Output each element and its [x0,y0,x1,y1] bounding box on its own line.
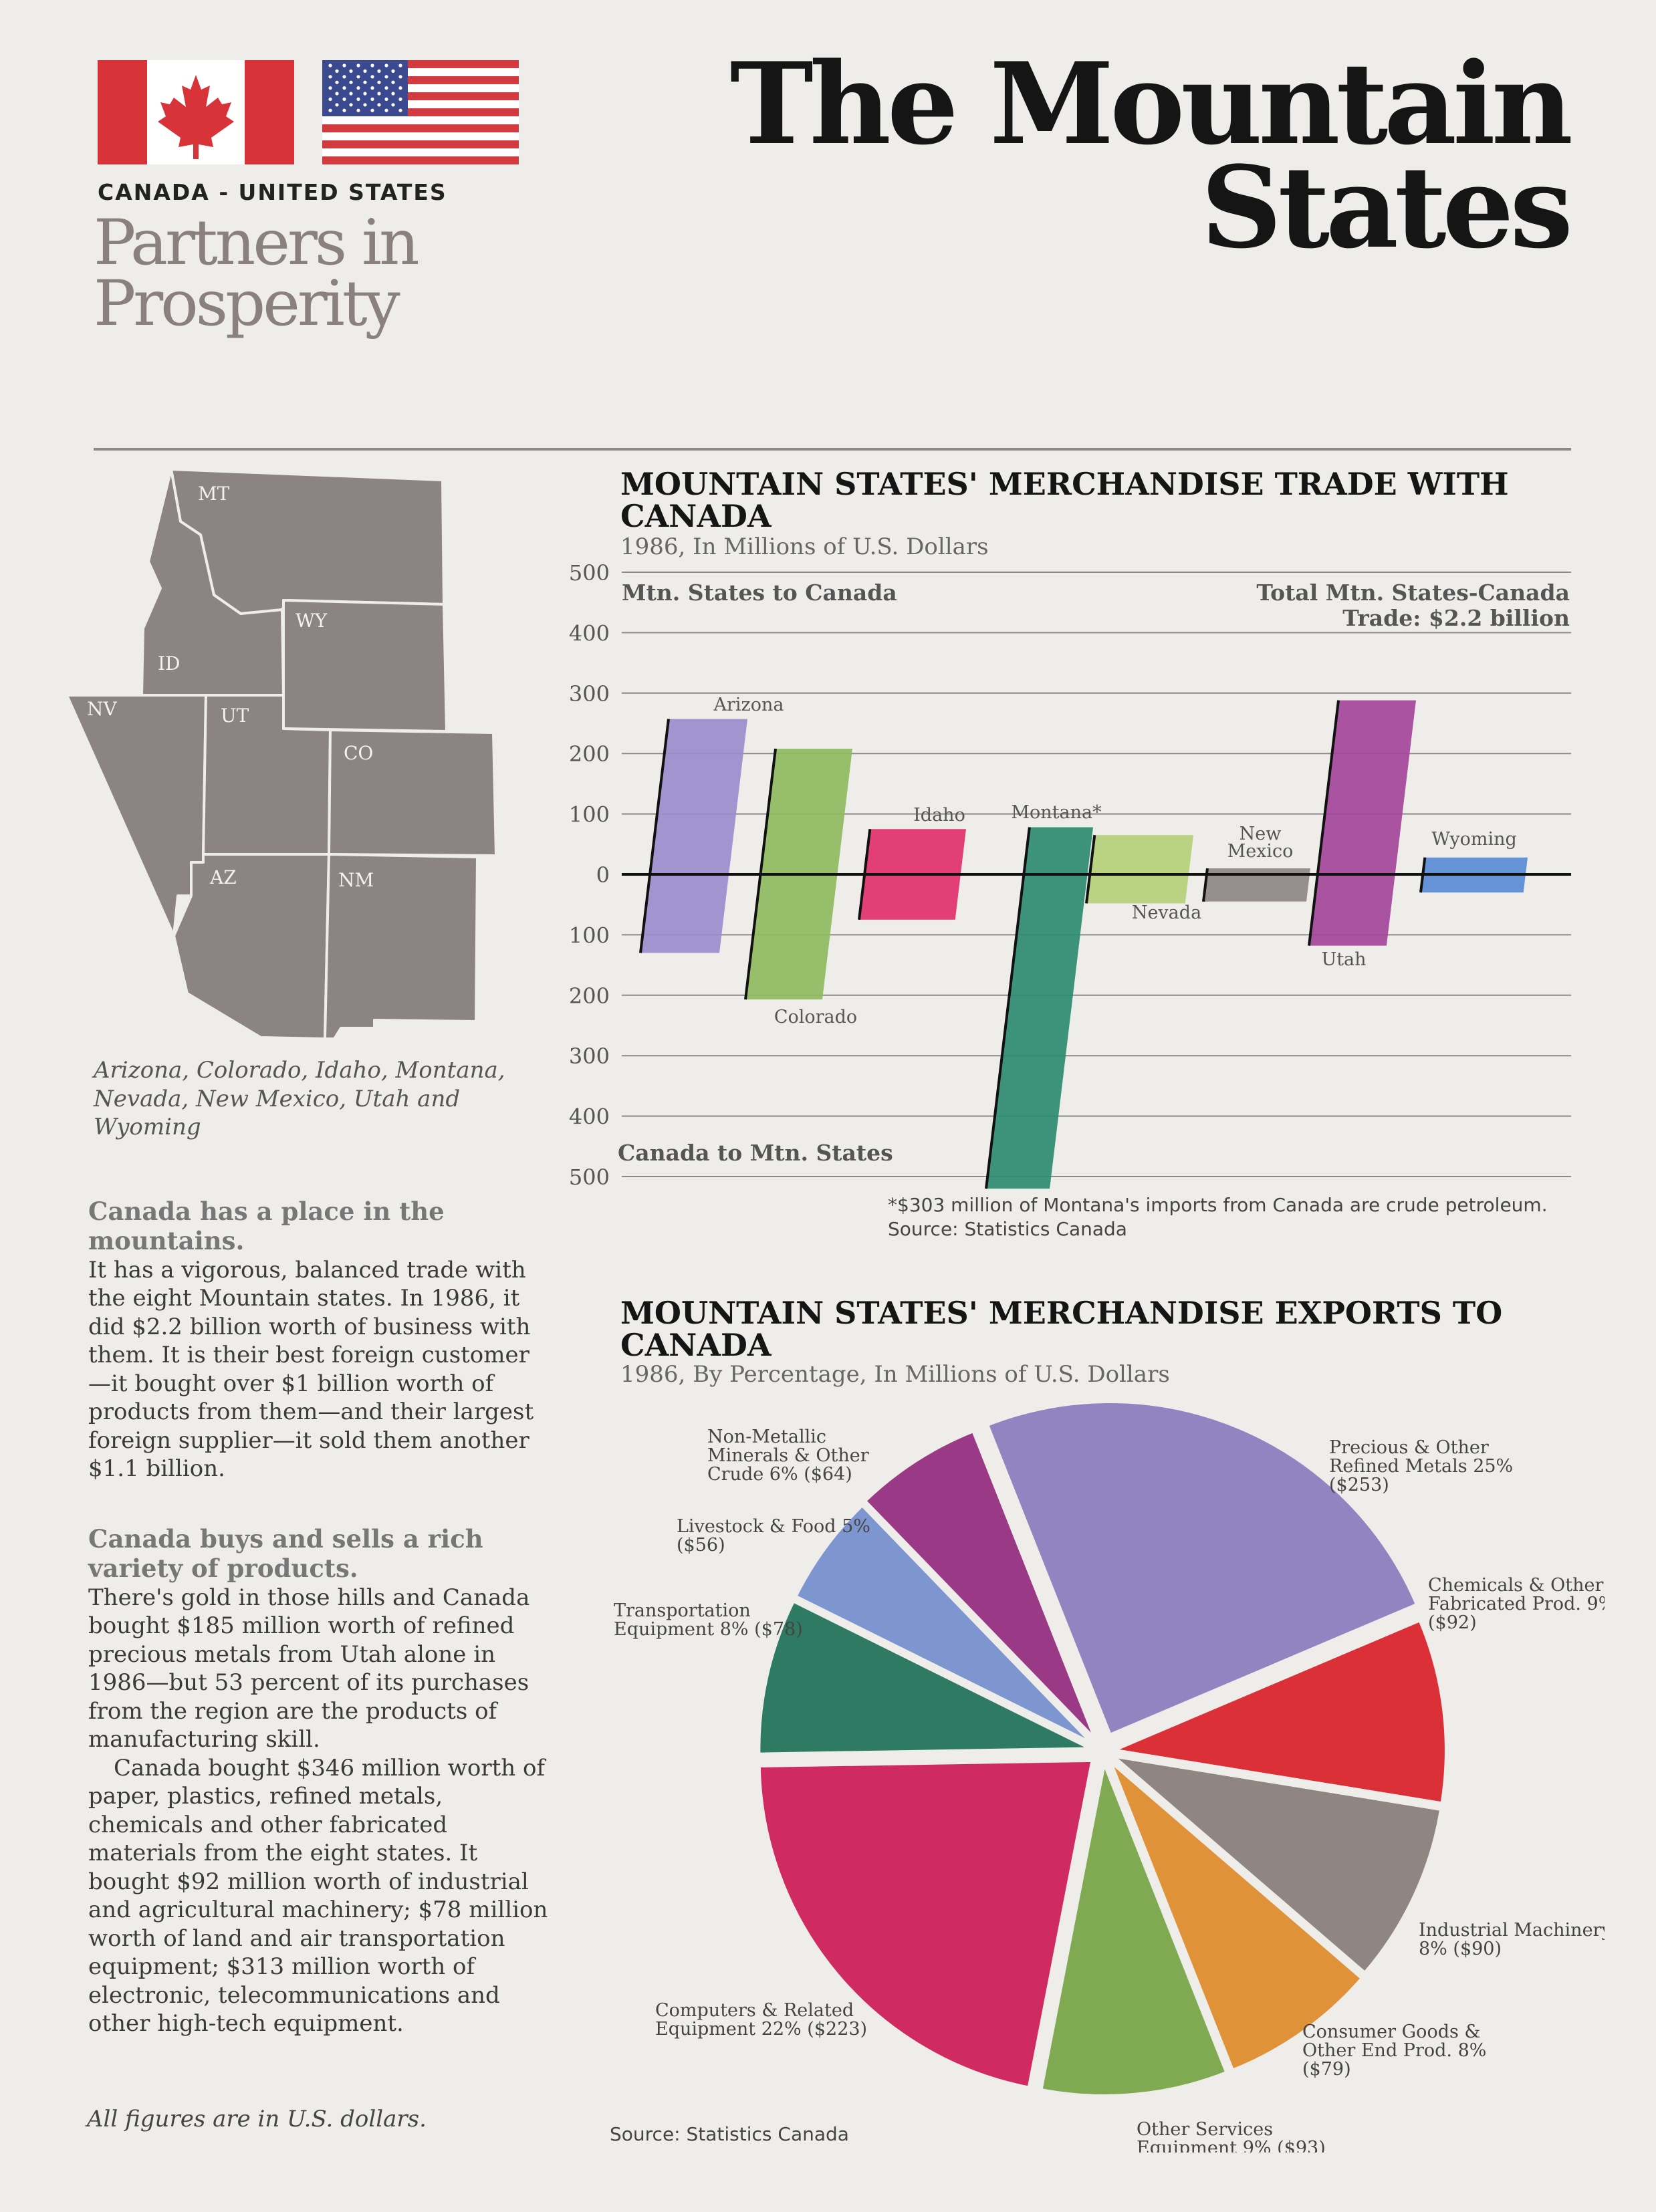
trade-category-label: Colorado [774,1007,857,1027]
trade-category-label: Arizona [713,695,784,715]
partners-line-1: Partners in [94,207,420,279]
map-state-az [172,853,330,1040]
map-label-wy: WY [295,610,328,632]
y-tick-label: 100 [569,923,610,948]
pie-slice-label: Livestock & Food 5% ($56) [677,1516,870,1556]
trade-category-label: Utah [1321,949,1366,970]
article-section-2: Canada buys and sells a rich variety of … [88,1524,550,2038]
partners-heading: Partners in Prosperity [94,207,420,341]
y-tick-label: 500 [569,560,610,586]
trade-category-label: New [1239,824,1282,844]
trade-bar-edge [639,719,670,953]
y-tick-label: 400 [569,1104,610,1130]
map-state-co [328,729,497,857]
y-tick-label: 100 [569,802,610,828]
trade-bar-edge [985,827,1031,1189]
trade-bar-nevada [1086,835,1193,904]
trade-bar-arizona [640,719,747,953]
pie-slice-label: Industrial Machinery 8% ($90) [1419,1920,1605,1959]
pie-slice [1104,1752,1444,1977]
divider [94,448,1571,451]
map-label-az: AZ [209,866,237,888]
map-label-nv: NV [87,698,118,720]
map-label-mt: MT [198,483,230,505]
trade-bar-edge [1085,835,1096,904]
trade-bar-newmexico [1203,868,1310,902]
exports-chart-source: Source: Statistics Canada [610,2123,849,2145]
trade-category-label: Montana* [1011,802,1102,823]
pie-slice [984,1399,1421,1738]
article-section-1: Canada has a place in the mountains. It … [88,1197,550,1483]
pie-slice-label: Non-Metallic Minerals & Other Crude 6% ($6… [707,1427,869,1485]
y-tick-label: 200 [569,741,610,767]
trade-category-label: Wyoming [1431,829,1517,850]
pie-slice-label: Precious & Other Refined Metals 25% ($253) [1329,1437,1513,1495]
canada-flag-icon [98,60,294,164]
article-paragraph-2: There's gold in those hills and Canada b… [88,1584,530,1753]
partners-line-2: Prosperity [94,267,400,341]
pie-slice-label: Consumer Goods & Other End Prod. 8% ($79) [1302,2021,1486,2080]
y-tick-label: 300 [569,1043,610,1069]
map-label-ut: UT [221,705,249,727]
article-heading-2: Canada buys and sells a rich variety of … [88,1524,483,1584]
title-line-2: States [1201,140,1573,273]
pie-slice-label: Transportation Equipment 8% ($78) [614,1600,803,1640]
exports-chart-title: MOUNTAIN STATES' MERCHANDISE EXPORTS TO … [620,1295,1503,1364]
pie-slice [1038,1755,1230,2098]
trade-chart-footnote: *$303 million of Montana's imports from … [888,1194,1548,1216]
pie-slice-label: Computers & Related Equipment 22% ($223) [655,2000,867,2040]
y-tick-label: 0 [596,862,610,888]
article-footnote: All figures are in U.S. dollars. [87,2106,427,2132]
trade-chart-subtitle: 1986, In Millions of U.S. Dollars [620,533,989,560]
trade-chart-source: Source: Statistics Canada [888,1218,1127,1240]
pie-slice [861,1428,1099,1743]
pie-slice [792,1501,1096,1747]
pie-slice [756,1757,1096,2091]
trade-bar-chart: 500 400 300 200 100 0 100 200 300 400 500 Mtn. Sta… [569,560,1571,1190]
article-paragraph-3: Canada bought $346 million worth of pape… [88,1754,548,2038]
article-heading-1: Canada has a place in the mountains. [88,1197,445,1256]
trade-chart-title: MOUNTAIN STATES' MERCHANDISE TRADE WITH … [620,466,1509,535]
exports-chart-subtitle: 1986, By Percentage, In Millions of U.S.… [620,1361,1170,1388]
trade-category-label: Mexico [1227,841,1294,862]
countries-label: CANADA - UNITED STATES [98,179,447,205]
y-tick-label: 200 [569,983,610,1009]
y-tick-label: 300 [569,681,610,707]
map-caption: Arizona, Colorado, Idaho, Montana, Nevad… [94,1057,505,1140]
trade-category-label: Idaho [913,805,965,826]
mountain-states-map: MT WY ID NV UT CO AZ NM [66,468,497,1040]
pie-slice-label: Other Services Equipment 9% ($93) [1137,2119,1326,2153]
pie-slice [1107,1758,1366,2074]
y-tick-label: 400 [569,620,610,646]
exports-pie-chart: Precious & Other Refined Metals 25% ($253)… [614,1399,1605,2153]
map-label-co: CO [344,742,373,764]
map-label-nm: NM [338,869,374,891]
pie-slice [1105,1617,1449,1806]
pie-slice-label: Chemicals & Other Fabricated Prod. 9% ($92… [1428,1575,1605,1633]
map-state-nm [324,853,479,1040]
article-paragraph-1: It has a vigorous, balanced trade with t… [88,1256,534,1483]
pie-slice [756,1598,1094,1757]
page-title: The Mountain States [729,37,1573,273]
total-trade-line-1: Total Mtn. States-Canada [1256,580,1570,606]
map-state-nv [66,694,207,937]
trade-bar-montana [986,827,1093,1189]
total-trade-line-2: Trade: $2.2 billion [1342,605,1570,631]
lower-direction-label: Canada to Mtn. States [618,1140,893,1166]
map-label-id: ID [158,652,181,674]
trade-category-label: Nevada [1132,902,1201,923]
usa-flag-icon [322,60,519,164]
y-tick-label: 500 [569,1164,610,1190]
upper-direction-label: Mtn. States to Canada [622,580,897,606]
trade-bar-edge [1308,700,1340,946]
title-line-1: The Mountain [729,37,1573,170]
trade-bar-utah [1309,700,1416,946]
